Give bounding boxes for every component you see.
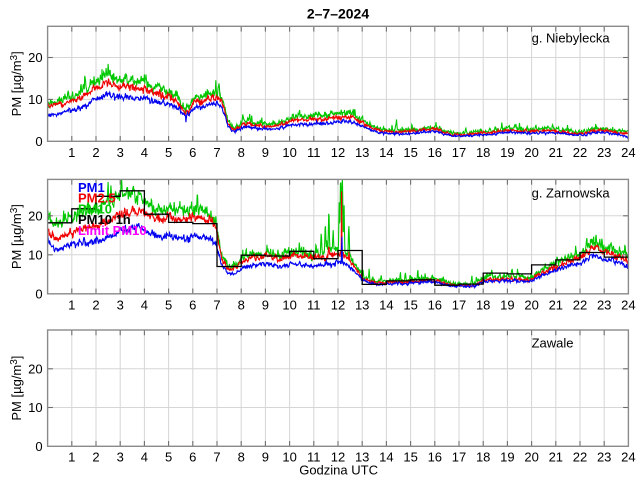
svg-text:17: 17 xyxy=(452,297,466,312)
svg-text:19: 19 xyxy=(500,145,514,160)
svg-text:5: 5 xyxy=(165,297,172,312)
svg-text:8: 8 xyxy=(238,449,245,464)
svg-text:11: 11 xyxy=(307,297,321,312)
svg-text:5: 5 xyxy=(165,449,172,464)
svg-text:14: 14 xyxy=(379,145,393,160)
svg-text:Limit PM10: Limit PM10 xyxy=(78,223,147,238)
svg-text:10: 10 xyxy=(282,297,296,312)
svg-text:4: 4 xyxy=(141,449,148,464)
svg-text:0: 0 xyxy=(35,134,42,149)
svg-text:12: 12 xyxy=(331,297,345,312)
svg-text:20: 20 xyxy=(28,362,42,377)
svg-text:8: 8 xyxy=(238,145,245,160)
svg-text:10: 10 xyxy=(28,92,42,107)
svg-text:23: 23 xyxy=(597,449,611,464)
svg-text:21: 21 xyxy=(549,449,563,464)
svg-text:1: 1 xyxy=(68,145,75,160)
svg-text:21: 21 xyxy=(549,145,563,160)
svg-text:9: 9 xyxy=(262,145,269,160)
svg-text:10: 10 xyxy=(28,248,42,263)
svg-text:18: 18 xyxy=(476,145,490,160)
svg-text:22: 22 xyxy=(573,145,587,160)
svg-text:18: 18 xyxy=(476,297,490,312)
svg-text:6: 6 xyxy=(189,297,196,312)
svg-text:13: 13 xyxy=(355,449,369,464)
svg-text:4: 4 xyxy=(141,145,148,160)
svg-text:PM [µg/m3]: PM [µg/m3] xyxy=(9,356,24,421)
svg-text:12: 12 xyxy=(331,449,345,464)
svg-text:9: 9 xyxy=(262,297,269,312)
svg-text:24: 24 xyxy=(621,145,635,160)
svg-text:23: 23 xyxy=(597,145,611,160)
svg-text:18: 18 xyxy=(476,449,490,464)
svg-text:11: 11 xyxy=(307,145,321,160)
svg-text:4: 4 xyxy=(141,297,148,312)
svg-text:20: 20 xyxy=(28,50,42,65)
svg-text:6: 6 xyxy=(189,449,196,464)
svg-text:12: 12 xyxy=(331,145,345,160)
svg-text:15: 15 xyxy=(403,297,417,312)
svg-text:2: 2 xyxy=(92,297,99,312)
svg-text:5: 5 xyxy=(165,145,172,160)
svg-text:PM10 1h: PM10 1h xyxy=(78,212,131,227)
svg-text:11: 11 xyxy=(307,449,321,464)
svg-text:13: 13 xyxy=(355,145,369,160)
svg-text:7: 7 xyxy=(213,297,220,312)
svg-text:PM [µg/m3]: PM [µg/m3] xyxy=(9,51,24,116)
svg-text:g. Niebylecka: g. Niebylecka xyxy=(532,31,611,46)
svg-text:24: 24 xyxy=(621,297,635,312)
svg-text:16: 16 xyxy=(428,145,442,160)
svg-text:21: 21 xyxy=(549,297,563,312)
svg-text:17: 17 xyxy=(452,449,466,464)
svg-text:10: 10 xyxy=(282,145,296,160)
svg-text:PM [µg/m3]: PM [µg/m3] xyxy=(9,204,24,269)
svg-text:20: 20 xyxy=(524,297,538,312)
svg-text:3: 3 xyxy=(117,145,124,160)
svg-text:10: 10 xyxy=(28,400,42,415)
svg-text:19: 19 xyxy=(500,297,514,312)
svg-text:20: 20 xyxy=(28,209,42,224)
svg-text:14: 14 xyxy=(379,297,393,312)
svg-text:6: 6 xyxy=(189,145,196,160)
svg-text:3: 3 xyxy=(117,449,124,464)
svg-text:PM10: PM10 xyxy=(78,201,112,216)
svg-text:13: 13 xyxy=(355,297,369,312)
svg-text:16: 16 xyxy=(428,297,442,312)
svg-text:24: 24 xyxy=(621,449,635,464)
svg-text:19: 19 xyxy=(500,449,514,464)
svg-text:17: 17 xyxy=(452,145,466,160)
svg-text:3: 3 xyxy=(117,297,124,312)
svg-text:7: 7 xyxy=(213,145,220,160)
svg-text:Godzina UTC: Godzina UTC xyxy=(299,463,378,478)
svg-text:14: 14 xyxy=(379,449,393,464)
svg-text:22: 22 xyxy=(573,449,587,464)
svg-text:22: 22 xyxy=(573,297,587,312)
svg-text:9: 9 xyxy=(262,449,269,464)
svg-text:Zawale: Zawale xyxy=(532,335,574,350)
svg-text:15: 15 xyxy=(403,145,417,160)
svg-text:20: 20 xyxy=(524,449,538,464)
svg-text:7: 7 xyxy=(213,449,220,464)
svg-text:PM2.5: PM2.5 xyxy=(78,191,116,206)
svg-text:23: 23 xyxy=(597,297,611,312)
svg-text:2–7–2024: 2–7–2024 xyxy=(307,6,370,22)
svg-text:g. Zarnowska: g. Zarnowska xyxy=(532,185,611,200)
svg-text:1: 1 xyxy=(68,297,75,312)
svg-text:15: 15 xyxy=(403,449,417,464)
svg-text:8: 8 xyxy=(238,297,245,312)
svg-text:2: 2 xyxy=(92,145,99,160)
svg-text:16: 16 xyxy=(428,449,442,464)
svg-text:2: 2 xyxy=(92,449,99,464)
svg-text:0: 0 xyxy=(35,287,42,302)
svg-text:0: 0 xyxy=(35,439,42,454)
svg-text:20: 20 xyxy=(524,145,538,160)
svg-text:1: 1 xyxy=(68,449,75,464)
svg-text:PM1: PM1 xyxy=(78,180,105,195)
svg-text:10: 10 xyxy=(282,449,296,464)
